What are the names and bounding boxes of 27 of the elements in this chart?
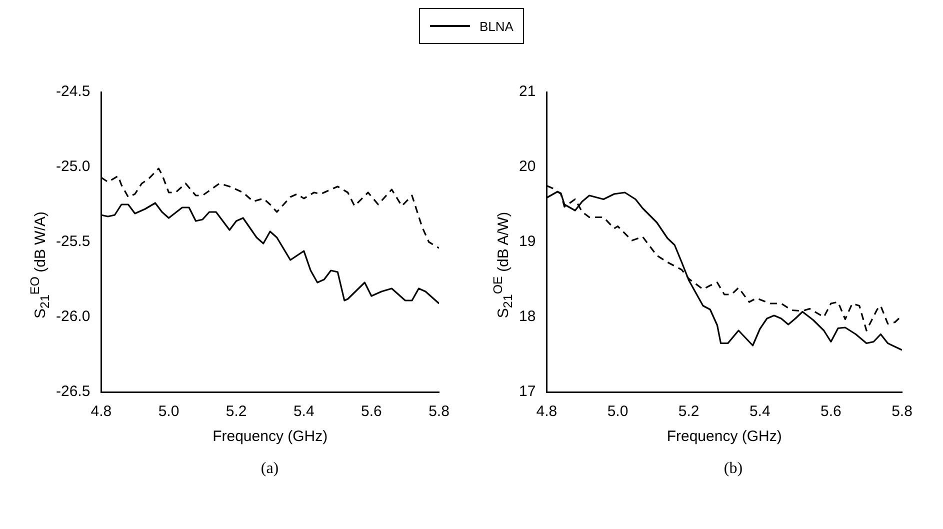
y-tick-label: 18: [519, 308, 536, 326]
x-tick-label: 5.6: [820, 403, 842, 420]
y-tick-label: -26.5: [56, 383, 90, 400]
y-tick-label: -25.0: [56, 158, 90, 176]
x-tick-label: 4.8: [90, 403, 112, 420]
y-tick-label: 17: [519, 383, 536, 400]
x-tick-label: 4.8: [536, 403, 558, 420]
y-tick-label: 20: [519, 158, 536, 176]
x-tick-label: 5.8: [892, 403, 913, 420]
x-axis-title: Frequency (GHz): [667, 428, 782, 446]
x-tick-label: 5.2: [678, 403, 700, 420]
x-tick-label: 5.0: [608, 403, 628, 420]
x-tick-label: 5.8: [428, 403, 450, 420]
y-tick-label: -24.5: [56, 83, 90, 100]
x-tick-label: 5.6: [360, 403, 382, 420]
x-tick-label: 5.4: [750, 403, 771, 420]
legend-label: BLNA: [480, 18, 514, 34]
x-tick-label: 5.4: [293, 403, 314, 420]
x-tick-label: 5.0: [158, 403, 179, 420]
y-tick-label: -26.0: [56, 308, 90, 326]
text: (a): [260, 460, 279, 478]
y-tick-label: 21: [519, 83, 536, 100]
x-axis-title: Frequency (GHz): [212, 428, 328, 446]
x-tick-label: 5.2: [226, 403, 246, 420]
y-tick-label: -25.5: [56, 233, 90, 250]
text: (b): [724, 460, 743, 478]
y-tick-label: 19: [519, 233, 536, 250]
